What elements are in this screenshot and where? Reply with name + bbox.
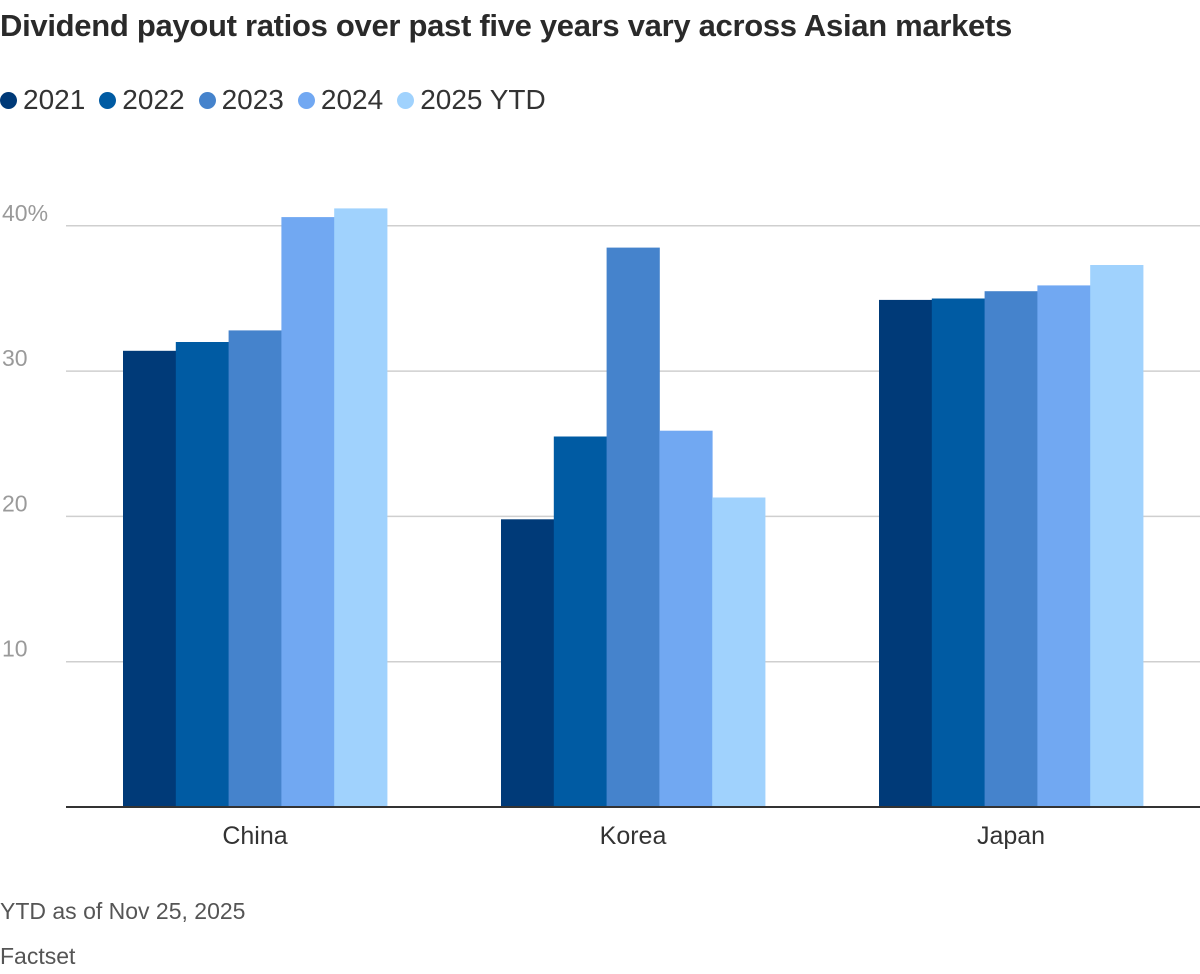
x-tick-label: Korea <box>600 822 667 850</box>
x-tick-label: China <box>222 822 287 850</box>
legend-swatch <box>397 91 415 109</box>
bar-korea-2025-ytd <box>712 497 766 807</box>
bar-chart: 10 20 30 40% China Korea Japan <box>2 200 1200 850</box>
bar-japan-2021 <box>879 299 933 807</box>
legend-label: 2021 <box>23 84 86 115</box>
legend-label: 2025 YTD <box>420 84 546 115</box>
bar-china-2023 <box>228 330 282 807</box>
y-tick-label: 40% <box>2 200 48 226</box>
legend-swatch <box>297 91 315 109</box>
legend-swatch <box>198 91 216 109</box>
legend-item-2024: 2024 <box>297 84 384 116</box>
legend-label: 2022 <box>122 84 185 115</box>
bar-japan-2025-ytd <box>1090 265 1144 807</box>
legend-label: 2023 <box>221 84 284 115</box>
bar-japan-2024 <box>1037 285 1091 807</box>
bar-korea-2021 <box>501 519 555 807</box>
bar-japan-2023 <box>984 291 1038 807</box>
bar-korea-2023 <box>606 247 660 808</box>
legend-swatch <box>99 91 117 109</box>
bar-china-2025-ytd <box>334 208 388 807</box>
legend-item-2021: 2021 <box>0 84 85 116</box>
footnote: YTD as of Nov 25, 2025 <box>0 898 246 924</box>
bar-korea-2024 <box>659 430 713 807</box>
bar-korea-2022 <box>553 436 607 807</box>
bar-china-2024 <box>281 217 335 808</box>
x-tick-label: Japan <box>977 822 1045 850</box>
source-label: Factset <box>0 943 76 969</box>
bar-japan-2022 <box>931 298 985 807</box>
legend-label: 2024 <box>320 84 384 115</box>
bar-china-2022 <box>175 342 229 807</box>
y-tick-label: 20 <box>2 490 28 516</box>
legend-swatch <box>0 91 17 109</box>
y-tick-label: 10 <box>2 636 28 662</box>
legend-item-2025-ytd: 2025 YTD <box>397 84 546 116</box>
bar-china-2021 <box>123 350 177 807</box>
y-tick-label: 30 <box>2 345 28 371</box>
chart-title: Dividend payout ratios over past five ye… <box>0 8 1012 43</box>
chart-legend: 2021 2022 2023 2024 2025 YTD <box>0 84 560 116</box>
legend-item-2022: 2022 <box>99 84 185 116</box>
legend-item-2023: 2023 <box>198 84 284 116</box>
